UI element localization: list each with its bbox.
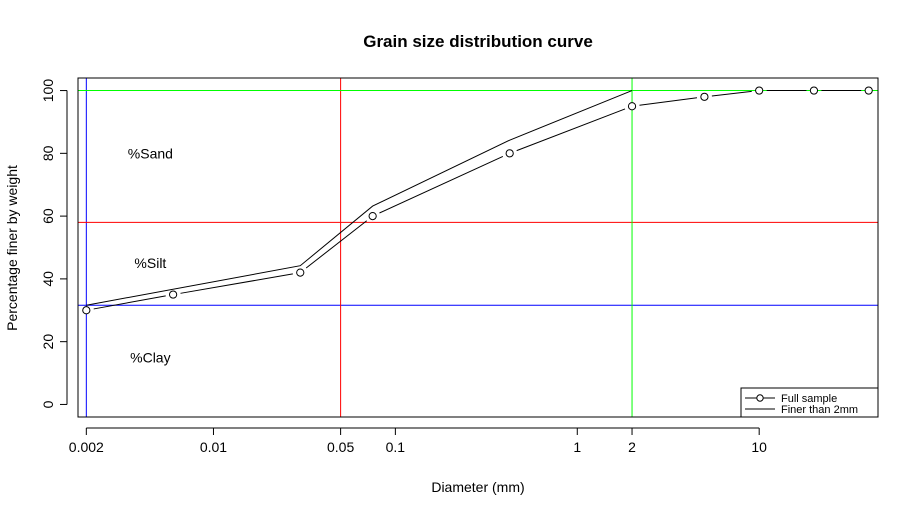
series-full-sample-point <box>169 290 178 299</box>
series-full-sample-segment <box>93 295 166 310</box>
series-full-sample-point <box>700 92 709 101</box>
legend-finer-than-2mm-label: Finer than 2mm <box>781 404 858 416</box>
series-full-sample-point <box>864 86 873 95</box>
series-full-sample-point <box>82 306 91 315</box>
y-axis-label: Percentage finer by weight <box>4 165 20 331</box>
series-full-sample-point <box>809 86 819 95</box>
y-tick-label: 40 <box>40 271 56 287</box>
region-labels: %Sand %Silt %Clay <box>128 145 173 365</box>
series-full-sample-segment <box>180 273 293 294</box>
x-tick-label: 0.1 <box>386 439 406 455</box>
series-finer-than-2mm-line <box>86 90 633 306</box>
x-tick-label: 10 <box>751 439 767 455</box>
series-full-sample-segment <box>305 220 368 269</box>
legend-full-sample-label: Full sample <box>781 393 837 405</box>
series-full-sample-segment <box>516 108 626 152</box>
x-tick-label: 0.05 <box>327 439 354 455</box>
x-tick-label: 1 <box>573 439 581 455</box>
series-full-sample-point <box>627 102 637 111</box>
y-tick-label: 100 <box>40 79 56 103</box>
series-full-sample-point <box>755 86 764 95</box>
x-tick-label: 2 <box>628 439 636 455</box>
x-axis-label: Diameter (mm) <box>431 479 524 495</box>
region-label-sand: %Sand <box>128 145 173 161</box>
region-label-silt: %Silt <box>134 255 166 271</box>
series-full-sample-point <box>368 212 377 221</box>
y-tick-label: 20 <box>40 334 56 350</box>
reference-lines <box>78 78 878 417</box>
chart-title: Grain size distribution curve <box>363 32 593 51</box>
x-tick-label: 0.002 <box>69 439 104 455</box>
series-full-sample-segment <box>639 97 698 106</box>
legend: Full sample Finer than 2mm <box>740 387 879 418</box>
plot-frame <box>77 77 879 418</box>
series-full-sample-point <box>505 149 514 158</box>
series-full-sample-segment <box>711 90 752 97</box>
legend-full-sample-marker <box>756 394 764 402</box>
series-full-sample-point <box>296 268 305 277</box>
y-tick-label: 80 <box>40 145 56 161</box>
legend-box <box>740 387 879 418</box>
y-tick-label: 60 <box>40 208 56 224</box>
x-tick-label: 0.01 <box>200 439 227 455</box>
y-tick-label: 0 <box>40 400 56 408</box>
region-label-clay: %Clay <box>130 349 170 365</box>
series-full-sample-segment <box>379 156 504 214</box>
series-layer <box>82 86 873 315</box>
